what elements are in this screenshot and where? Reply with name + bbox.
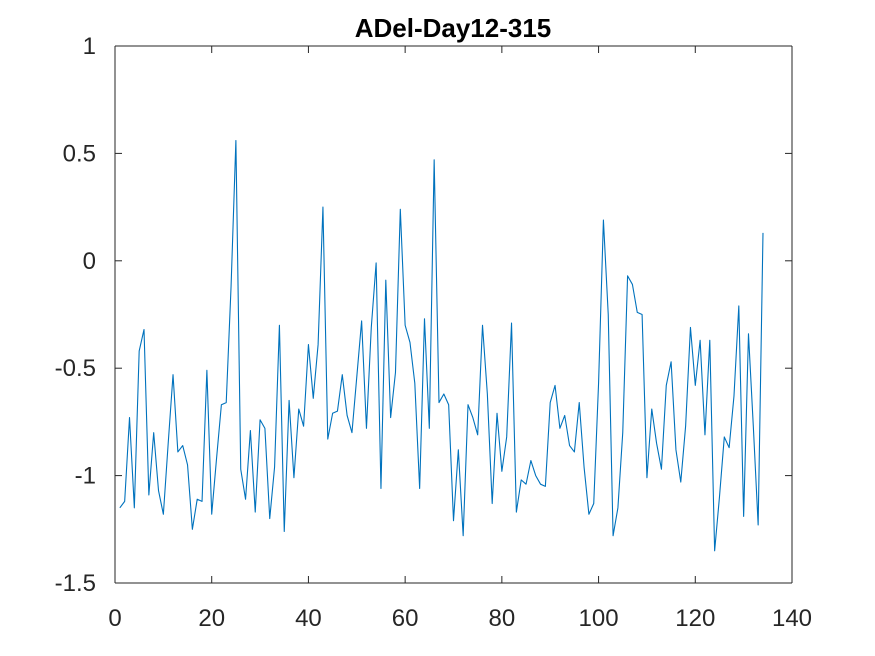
x-tick-label: 140	[772, 605, 812, 632]
y-tick-label: -1	[75, 463, 96, 490]
axes	[114, 45, 793, 584]
series-line-0	[119, 139, 764, 552]
series-group	[119, 139, 764, 552]
x-tick-label: 80	[489, 605, 516, 632]
x-tick-label: 40	[295, 605, 322, 632]
x-tick-label: 100	[579, 605, 619, 632]
plot-background	[115, 46, 792, 583]
x-axis-ticks: 0 20 40 60 80 100 120 140	[108, 46, 812, 632]
x-tick-label: 120	[675, 605, 715, 632]
x-tick-label: 60	[392, 605, 419, 632]
y-tick-label: -0.5	[55, 355, 96, 382]
x-tick-label: 0	[108, 605, 121, 632]
y-tick-label: -1.5	[55, 570, 96, 597]
y-axis-ticks: 1 0.5 0 -0.5 -1 -1.5	[55, 33, 792, 597]
x-tick-label: 20	[198, 605, 225, 632]
y-tick-label: 0	[83, 248, 96, 275]
y-tick-label: 1	[83, 33, 96, 60]
chart-title: ADel-Day12-315	[355, 13, 552, 43]
y-tick-label: 0.5	[63, 140, 96, 167]
